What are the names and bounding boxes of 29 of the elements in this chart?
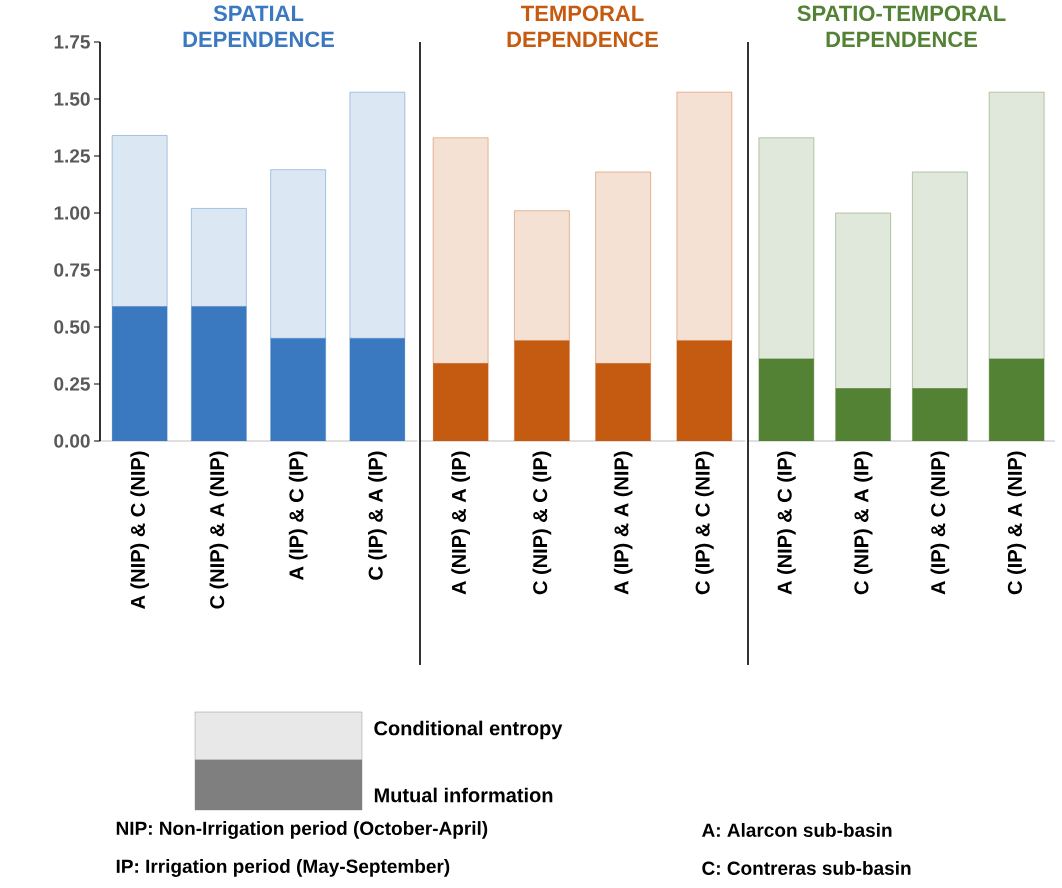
chart-title: SPATIAL DEPENDENCE xyxy=(183,5,335,48)
y-tick-label: 1.00 xyxy=(54,206,90,220)
x-tick-label: C (NIP) & C (IP) xyxy=(532,451,552,595)
x-tick-label: A (IP) & C (IP) xyxy=(288,451,308,581)
y-tick-label: 0.50 xyxy=(54,320,90,334)
text: NIP: Non-Irrigation period (October-April) xyxy=(116,821,488,839)
x-tick-label: A (NIP) & C (NIP) xyxy=(130,451,149,609)
y-tick-label: 1.50 xyxy=(54,92,90,106)
y-tick-label: 0.25 xyxy=(54,377,90,391)
x-tick-label: A (IP) & C (NIP) xyxy=(930,451,950,595)
x-tick-label: A (NIP) & A (IP) xyxy=(451,451,470,595)
text: A: Alarcon sub-basin xyxy=(702,823,892,837)
y-tick-label: 0.00 xyxy=(54,434,90,448)
x-tick-label: C (NIP) & A (NIP) xyxy=(209,451,229,609)
x-tick-label: C (IP) & A (NIP) xyxy=(1007,451,1026,595)
x-tick-label: C (NIP) & A (IP) xyxy=(853,451,873,595)
y-tick-label: 1.75 xyxy=(54,35,90,49)
text: IP: Irrigation period (May-September) xyxy=(116,859,450,877)
text: C: Contreras sub-basin xyxy=(702,861,911,875)
y-tick-label: 0.75 xyxy=(54,263,90,277)
chart-title: SPATIO-TEMPORAL DEPENDENCE xyxy=(797,5,1006,48)
x-tick-label: C (IP) & C (NIP) xyxy=(695,451,714,595)
x-tick-label: A (IP) & A (NIP) xyxy=(613,451,633,595)
text: Conditional entropy xyxy=(374,720,563,740)
chart-title: TEMPORAL DEPENDENCE xyxy=(507,5,659,48)
x-tick-label: A (NIP) & C (IP) xyxy=(777,451,796,595)
x-tick-label: C (IP) & A (IP) xyxy=(368,451,387,580)
text: Mutual information xyxy=(374,787,553,803)
y-tick-label: 1.25 xyxy=(54,149,90,163)
